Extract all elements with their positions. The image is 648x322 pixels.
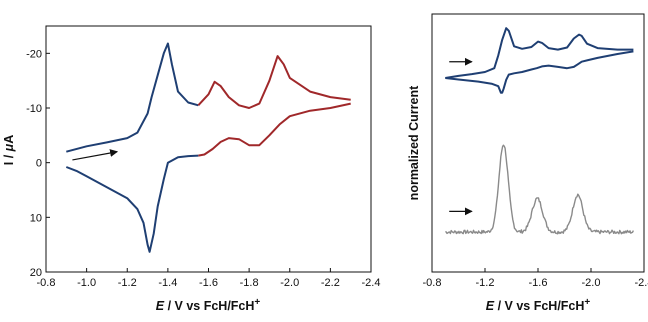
right-x-axis-title: E / V vs FcH/FcH+ [486,297,591,313]
y-tick-label: -20 [26,48,42,60]
right-cv-and-dpv: -0.8 -1.2 -1.6 -2.0 -2.4 E / V vs FcH/FcH+ n… [407,13,648,313]
right-cv-series-0 [445,27,634,79]
scan-direction-arrow [72,149,119,161]
right-cv-series-1 [445,50,634,94]
x-tick-label: -1.8 [240,277,259,289]
x-tick-label: -1.0 [77,277,96,289]
x-tick-label: -2.0 [582,277,601,289]
x-tick-label: -2.2 [321,277,340,289]
left-cv-series-0 [66,42,199,153]
y-tick-label: 10 [30,212,42,224]
right-series [445,27,635,235]
left-series [65,42,351,253]
x-tick-label: -1.6 [529,277,548,289]
y-tick-label: 20 [30,267,42,279]
right-y-axis-title: normalized Current [407,85,421,200]
left-x-axis-title: E / V vs FcH/FcH+ [156,297,261,313]
x-tick-label: -1.6 [199,277,218,289]
left-y-axis-title: I / μA [2,135,16,165]
right-annotations [449,57,473,216]
x-tick-label: -1.4 [158,277,177,289]
x-tick-label: -2.4 [362,277,381,289]
left-cyclic-voltammogram: -0.8 -1.0 -1.2 -1.4 -1.6 -1.8 -2.0 -2.2 -2.4 -20 -… [2,25,380,313]
x-tick-label: -2.0 [280,277,299,289]
y-tick-label: -10 [26,103,42,115]
x-tick-label: -1.2 [476,277,495,289]
right-dpv-trace [445,144,635,235]
left-annotations [72,149,119,161]
right-ticks: -0.8 -1.2 -1.6 -2.0 -2.4 [423,268,648,289]
left-plot-frame [45,25,372,273]
x-tick-label: -2.4 [635,277,648,289]
y-tick-label: 0 [36,158,42,170]
left-cv-series-2 [198,102,351,157]
x-tick-label: -1.2 [118,277,137,289]
left-cv-series-1 [197,55,351,109]
x-tick-label: -0.8 [37,277,56,289]
left-ticks: -0.8 -1.0 -1.2 -1.4 -1.6 -1.8 -2.0 -2.2 -2.4 -20 -… [26,48,380,289]
x-tick-label: -0.8 [423,277,442,289]
left-cv-series-3 [65,154,199,253]
